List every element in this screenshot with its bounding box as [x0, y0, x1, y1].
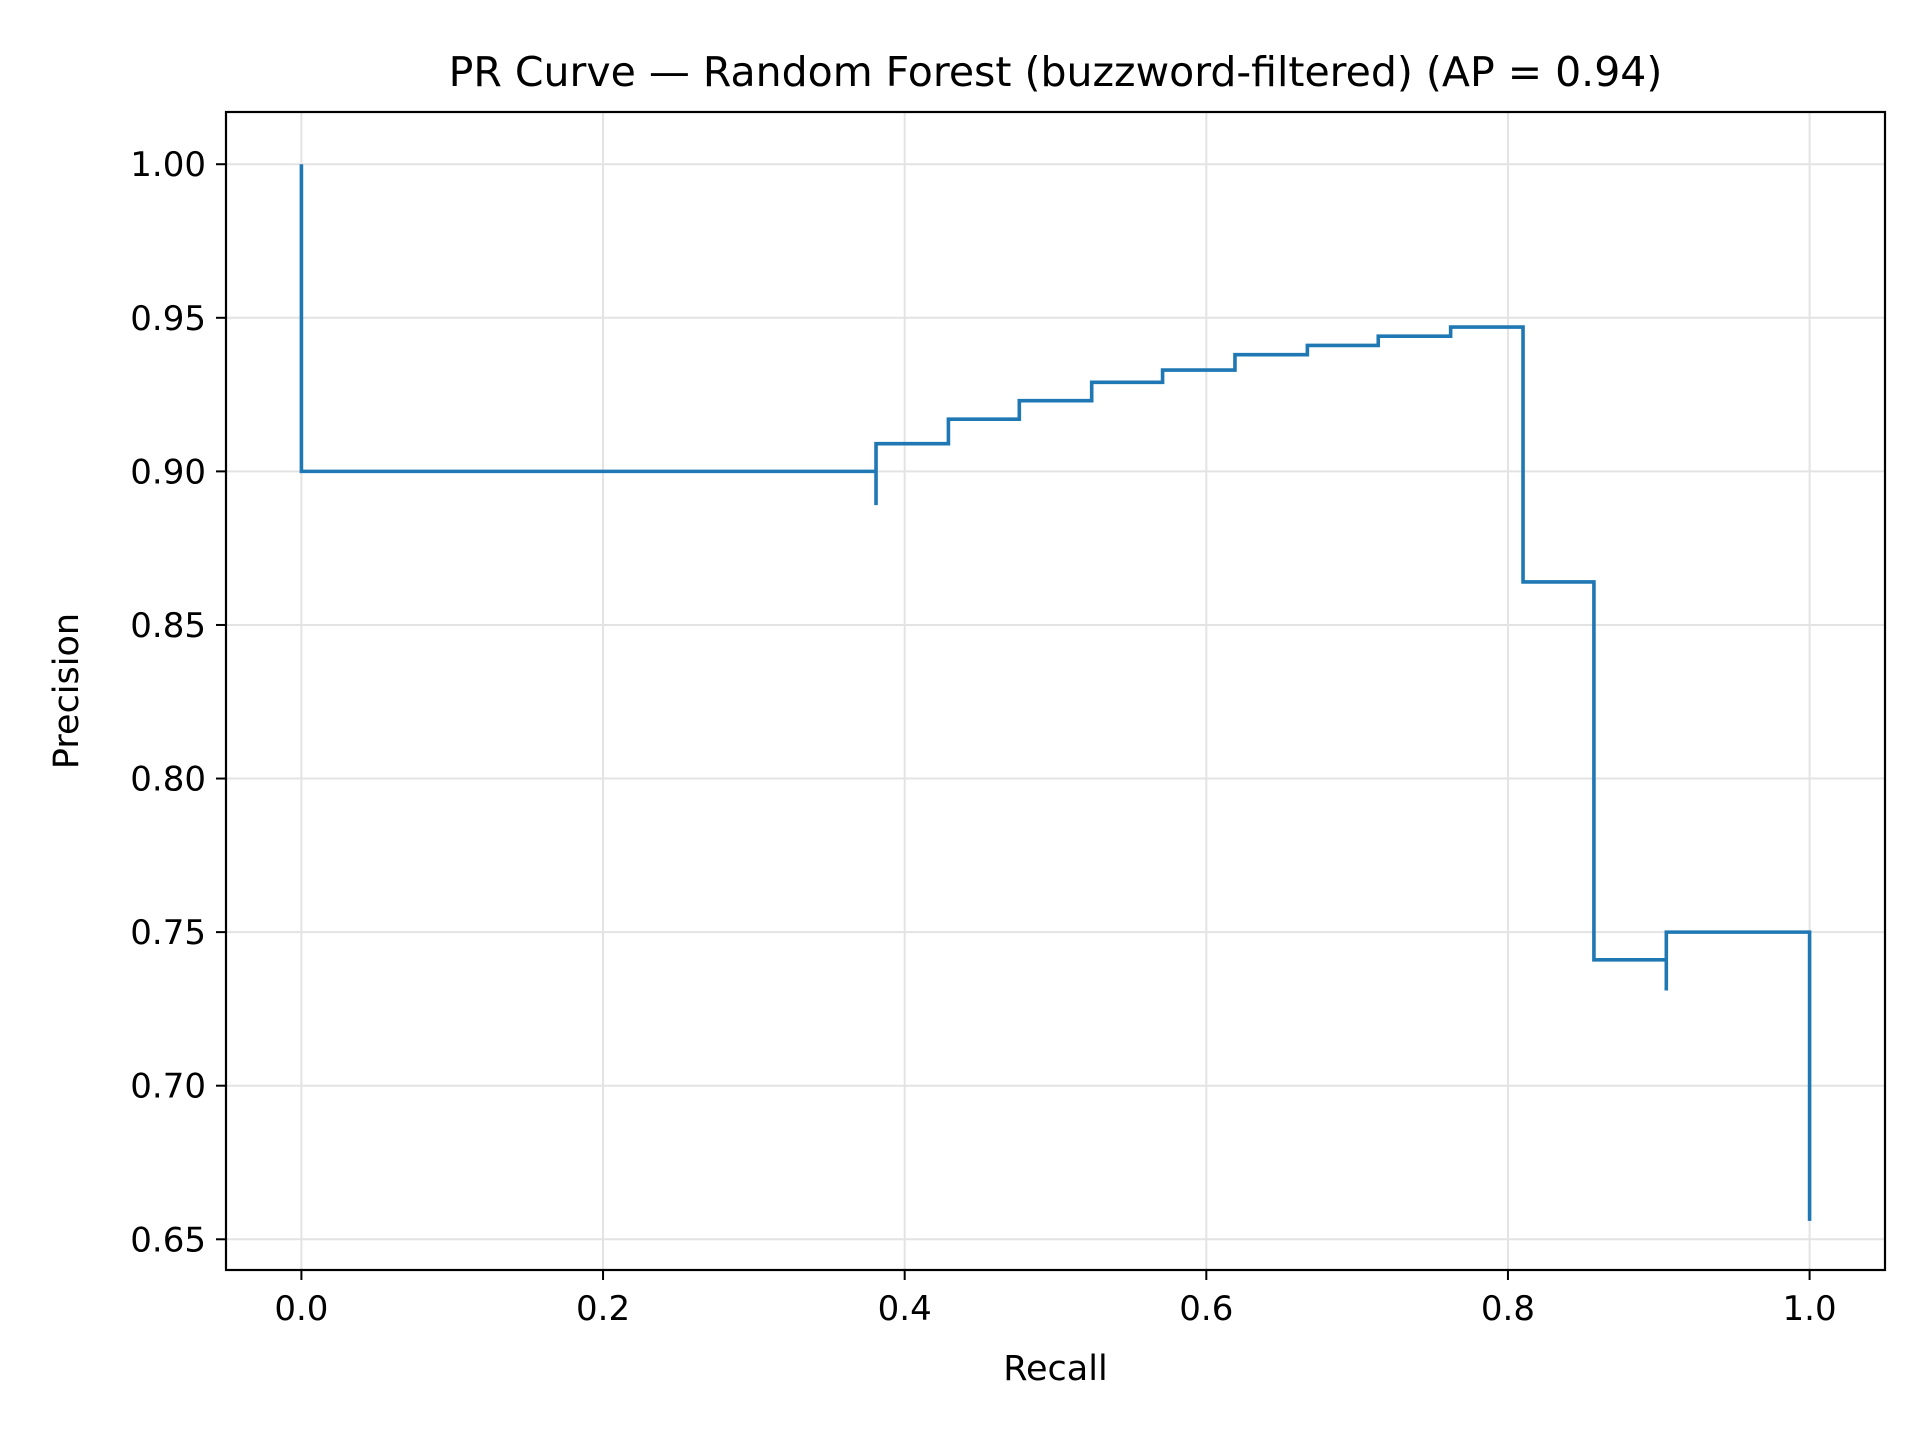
y-tick-label: 0.95 [130, 299, 206, 339]
x-tick-label: 0.4 [878, 1289, 932, 1329]
x-axis-label: Recall [1003, 1349, 1107, 1389]
chart-title: PR Curve — Random Forest (buzzword-filte… [449, 48, 1663, 96]
x-tick-label: 0.6 [1179, 1289, 1233, 1329]
y-tick-label: 0.90 [130, 452, 206, 492]
y-tick-label: 0.70 [130, 1067, 206, 1107]
x-tick-label: 0.2 [576, 1289, 630, 1329]
plot-area [299, 164, 1812, 1221]
y-tick-label: 1.00 [130, 145, 206, 185]
y-tick-label: 0.75 [130, 913, 206, 953]
x-tick-label: 0.0 [274, 1289, 328, 1329]
y-tick-label: 0.80 [130, 760, 206, 800]
y-tick-label: 0.85 [130, 606, 206, 646]
y-tick-label: 0.65 [130, 1220, 206, 1260]
y-axis-label: Precision [47, 613, 87, 769]
x-tick-label: 0.8 [1481, 1289, 1535, 1329]
grid [226, 112, 1885, 1270]
pr-curve-series-line [299, 164, 1812, 1221]
x-tick-label: 1.0 [1783, 1289, 1837, 1329]
ticks: 0.0 0.2 0.4 0.6 0.8 1.0 0.65 0.70 0.75 0.80 0.85 0.… [130, 145, 1836, 1329]
axes-frame [224, 110, 1887, 1272]
